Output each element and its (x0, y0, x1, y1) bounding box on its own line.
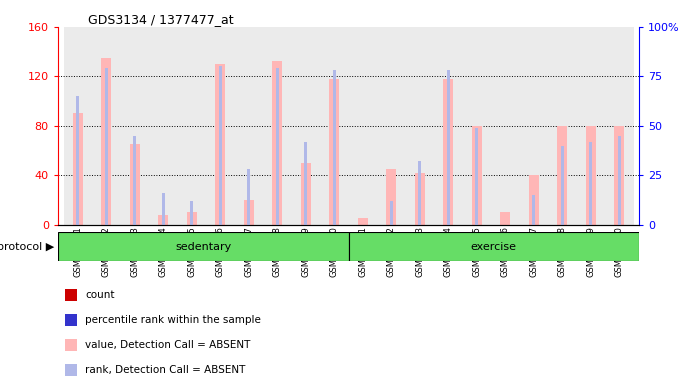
Bar (548, 27, 577, 225)
Bar (462, 27, 491, 225)
Bar (358, 218, 368, 225)
Bar (149, 27, 177, 225)
Bar (418, 161, 422, 225)
Bar (263, 27, 292, 225)
Bar (235, 27, 263, 225)
Bar (415, 173, 425, 225)
Bar (585, 126, 596, 225)
Bar (405, 27, 434, 225)
Bar (377, 27, 405, 225)
Bar (560, 146, 564, 225)
Bar (320, 27, 348, 225)
Bar (272, 61, 282, 225)
Bar (187, 212, 197, 225)
Bar (390, 201, 393, 225)
Bar (120, 27, 149, 225)
Bar (614, 126, 624, 225)
Bar (206, 27, 235, 225)
Bar (491, 27, 520, 225)
Text: GDS3134 / 1377477_at: GDS3134 / 1377477_at (88, 13, 234, 26)
Bar (247, 169, 250, 225)
Bar (577, 27, 605, 225)
Text: count: count (85, 290, 114, 300)
Bar (472, 126, 481, 225)
Bar (434, 27, 462, 225)
Text: sedentary: sedentary (175, 242, 231, 252)
Bar (101, 58, 112, 225)
Bar (76, 96, 80, 225)
Bar (617, 136, 621, 225)
Bar (589, 142, 592, 225)
Bar (500, 212, 510, 225)
Bar (558, 126, 567, 225)
Bar (158, 215, 168, 225)
Bar (348, 232, 639, 261)
Bar (190, 201, 194, 225)
Bar (386, 169, 396, 225)
Bar (105, 68, 108, 225)
Bar (73, 113, 83, 225)
Bar (275, 68, 279, 225)
Bar (243, 200, 254, 225)
Bar (63, 27, 92, 225)
Bar (130, 144, 139, 225)
Text: value, Detection Call = ABSENT: value, Detection Call = ABSENT (85, 340, 250, 350)
Text: percentile rank within the sample: percentile rank within the sample (85, 315, 261, 325)
Bar (58, 232, 348, 261)
Bar (532, 195, 535, 225)
Bar (301, 163, 311, 225)
Bar (529, 175, 539, 225)
Bar (216, 64, 225, 225)
Bar (133, 136, 137, 225)
Bar (443, 79, 454, 225)
Text: exercise: exercise (471, 242, 517, 252)
Bar (92, 27, 120, 225)
Bar (304, 142, 307, 225)
Bar (520, 27, 548, 225)
Bar (475, 128, 479, 225)
Bar (447, 70, 450, 225)
Bar (162, 193, 165, 225)
Bar (292, 27, 320, 225)
Text: protocol ▶: protocol ▶ (0, 242, 54, 252)
Bar (333, 70, 336, 225)
Bar (349, 27, 377, 225)
Bar (218, 66, 222, 225)
Bar (605, 27, 634, 225)
Text: rank, Detection Call = ABSENT: rank, Detection Call = ABSENT (85, 365, 245, 375)
Bar (329, 79, 339, 225)
Bar (177, 27, 206, 225)
